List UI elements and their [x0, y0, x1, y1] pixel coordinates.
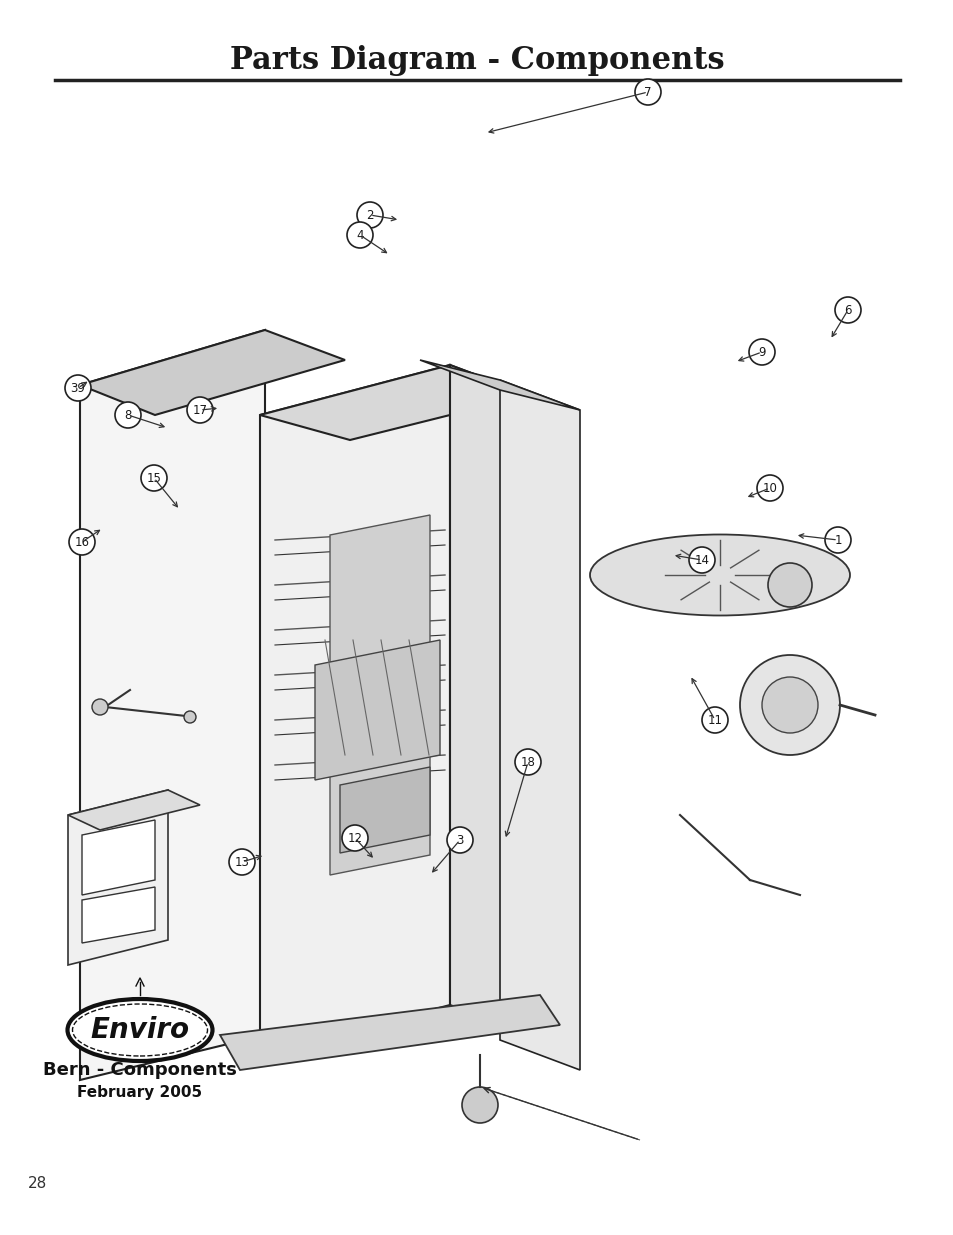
Circle shape [461, 1087, 497, 1123]
Circle shape [740, 655, 840, 755]
Circle shape [761, 677, 817, 734]
Polygon shape [260, 366, 450, 1055]
Text: 14: 14 [694, 553, 709, 567]
Polygon shape [82, 887, 154, 944]
Circle shape [767, 563, 811, 606]
Text: 12: 12 [347, 831, 362, 845]
Polygon shape [68, 790, 200, 830]
Circle shape [341, 825, 368, 851]
Text: 1: 1 [833, 534, 841, 547]
Circle shape [515, 748, 540, 776]
Text: 17: 17 [193, 404, 208, 416]
Ellipse shape [68, 999, 213, 1061]
Polygon shape [82, 820, 154, 895]
Text: Enviro: Enviro [91, 1016, 190, 1044]
Circle shape [65, 375, 91, 401]
Polygon shape [330, 515, 430, 876]
Circle shape [91, 699, 108, 715]
Circle shape [115, 403, 141, 429]
Text: 7: 7 [643, 85, 651, 99]
Text: Parts Diagram - Components: Parts Diagram - Components [230, 44, 723, 75]
Circle shape [347, 222, 373, 248]
Polygon shape [419, 359, 579, 410]
Text: 13: 13 [234, 856, 249, 868]
Text: 8: 8 [124, 409, 132, 421]
Circle shape [229, 848, 254, 876]
Polygon shape [499, 380, 579, 1070]
Circle shape [356, 203, 382, 228]
Circle shape [824, 527, 850, 553]
Text: 15: 15 [147, 472, 161, 484]
Polygon shape [80, 330, 265, 1079]
Text: 6: 6 [843, 304, 851, 316]
Circle shape [187, 396, 213, 424]
Text: 28: 28 [28, 1176, 48, 1191]
Ellipse shape [589, 535, 849, 615]
Text: Bern - Components: Bern - Components [43, 1061, 236, 1079]
Ellipse shape [72, 1004, 208, 1056]
Circle shape [447, 827, 473, 853]
Circle shape [748, 338, 774, 366]
Circle shape [688, 547, 714, 573]
Text: 4: 4 [355, 228, 363, 242]
Polygon shape [220, 995, 559, 1070]
Circle shape [184, 711, 195, 722]
Text: 9: 9 [758, 346, 765, 358]
Circle shape [141, 466, 167, 492]
Circle shape [701, 706, 727, 734]
Text: 11: 11 [707, 714, 721, 726]
Circle shape [635, 79, 660, 105]
Polygon shape [339, 767, 430, 853]
Polygon shape [68, 790, 168, 965]
Circle shape [69, 529, 95, 555]
Text: 16: 16 [74, 536, 90, 548]
Polygon shape [450, 366, 530, 1035]
Polygon shape [314, 640, 439, 781]
Text: 39: 39 [71, 382, 86, 394]
Text: 2: 2 [366, 209, 374, 221]
Polygon shape [260, 366, 530, 440]
Circle shape [757, 475, 782, 501]
Polygon shape [80, 330, 345, 415]
Text: 18: 18 [520, 756, 535, 768]
Text: 10: 10 [761, 482, 777, 494]
Text: 3: 3 [456, 834, 463, 846]
Circle shape [834, 296, 861, 324]
Text: February 2005: February 2005 [77, 1086, 202, 1100]
